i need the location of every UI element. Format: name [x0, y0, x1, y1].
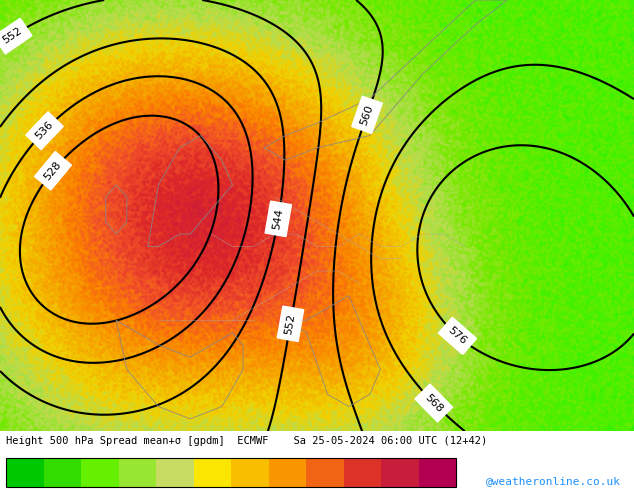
Bar — [419, 458, 456, 487]
Text: 576: 576 — [446, 325, 469, 346]
Bar — [382, 458, 419, 487]
Text: 560: 560 — [359, 103, 375, 126]
Text: 536: 536 — [34, 120, 55, 142]
Text: @weatheronline.co.uk: @weatheronline.co.uk — [486, 476, 621, 486]
Bar — [231, 458, 269, 487]
Text: 528: 528 — [42, 159, 63, 182]
Bar — [306, 458, 344, 487]
Bar — [81, 458, 119, 487]
Bar — [119, 458, 157, 487]
Text: Height 500 hPa Spread mean+σ [gpdm]  ECMWF    Sa 25-05-2024 06:00 UTC (12+42): Height 500 hPa Spread mean+σ [gpdm] ECMW… — [6, 436, 488, 446]
Bar — [6, 458, 44, 487]
Bar — [44, 458, 81, 487]
Text: 568: 568 — [423, 392, 444, 414]
Bar — [157, 458, 194, 487]
Bar — [269, 458, 306, 487]
Bar — [6, 458, 456, 487]
Bar — [344, 458, 382, 487]
Bar — [194, 458, 231, 487]
Text: 544: 544 — [271, 208, 285, 230]
Text: 552: 552 — [1, 26, 24, 46]
Text: 552: 552 — [284, 313, 297, 335]
